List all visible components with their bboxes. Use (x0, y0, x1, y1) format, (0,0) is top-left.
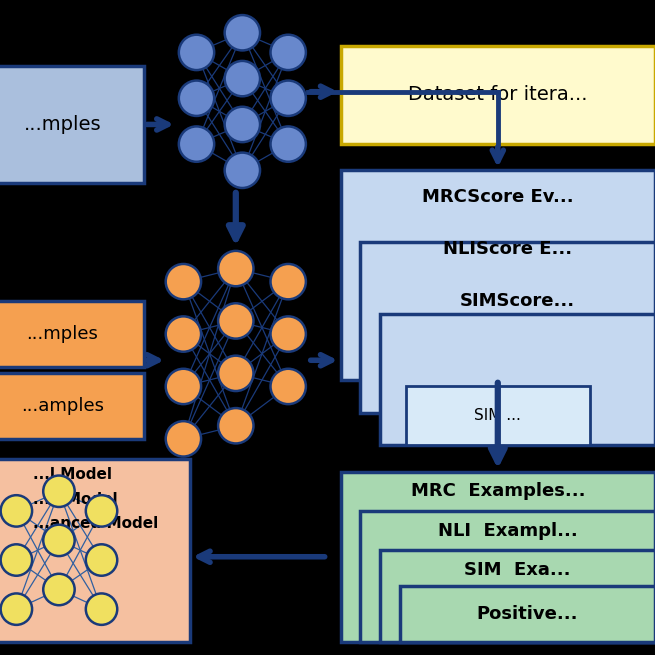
FancyBboxPatch shape (0, 66, 144, 183)
Text: MRC  Examples...: MRC Examples... (411, 482, 585, 500)
Circle shape (179, 126, 214, 162)
FancyBboxPatch shape (341, 170, 655, 380)
Circle shape (86, 544, 117, 576)
Circle shape (218, 408, 253, 443)
FancyBboxPatch shape (341, 46, 655, 144)
Circle shape (1, 593, 32, 625)
Text: Positive...: Positive... (477, 605, 578, 623)
Text: ...mples: ...mples (26, 325, 98, 343)
Text: NLIScore E...: NLIScore E... (443, 240, 572, 258)
FancyBboxPatch shape (380, 550, 655, 642)
Circle shape (218, 356, 253, 391)
Circle shape (166, 369, 201, 404)
Circle shape (225, 153, 260, 188)
Circle shape (179, 81, 214, 116)
Circle shape (271, 316, 306, 352)
Circle shape (166, 421, 201, 457)
Circle shape (166, 316, 201, 352)
Text: ...l Model: ...l Model (33, 468, 112, 482)
Text: SIM ...: SIM ... (474, 409, 521, 423)
Text: ...d Model: ...d Model (33, 492, 117, 506)
FancyBboxPatch shape (360, 242, 655, 413)
Circle shape (179, 35, 214, 70)
FancyBboxPatch shape (360, 511, 655, 642)
Circle shape (271, 126, 306, 162)
FancyBboxPatch shape (380, 314, 655, 445)
FancyBboxPatch shape (0, 301, 144, 367)
Circle shape (218, 303, 253, 339)
FancyBboxPatch shape (0, 373, 144, 439)
Circle shape (43, 525, 75, 556)
Text: ...mples: ...mples (24, 115, 101, 134)
Circle shape (43, 476, 75, 507)
Text: NLI  Exampl...: NLI Exampl... (438, 521, 578, 540)
Circle shape (1, 495, 32, 527)
Circle shape (218, 251, 253, 286)
Text: MRCScore Ev...: MRCScore Ev... (422, 187, 574, 206)
Text: SIM  Exa...: SIM Exa... (464, 561, 571, 579)
Text: SIMScore...: SIMScore... (460, 292, 575, 310)
Circle shape (271, 369, 306, 404)
Circle shape (43, 574, 75, 605)
Circle shape (271, 81, 306, 116)
Circle shape (86, 495, 117, 527)
Text: ...anced Model: ...anced Model (33, 516, 158, 531)
Circle shape (225, 61, 260, 96)
FancyBboxPatch shape (0, 458, 190, 642)
Circle shape (225, 15, 260, 50)
Text: ...amples: ...amples (21, 397, 103, 415)
Circle shape (86, 593, 117, 625)
Text: Dataset for itera...: Dataset for itera... (408, 85, 588, 105)
FancyBboxPatch shape (341, 472, 655, 642)
Circle shape (1, 544, 32, 576)
Circle shape (166, 264, 201, 299)
Circle shape (225, 107, 260, 142)
Circle shape (271, 35, 306, 70)
FancyBboxPatch shape (400, 586, 655, 642)
Circle shape (271, 264, 306, 299)
FancyBboxPatch shape (406, 386, 590, 445)
